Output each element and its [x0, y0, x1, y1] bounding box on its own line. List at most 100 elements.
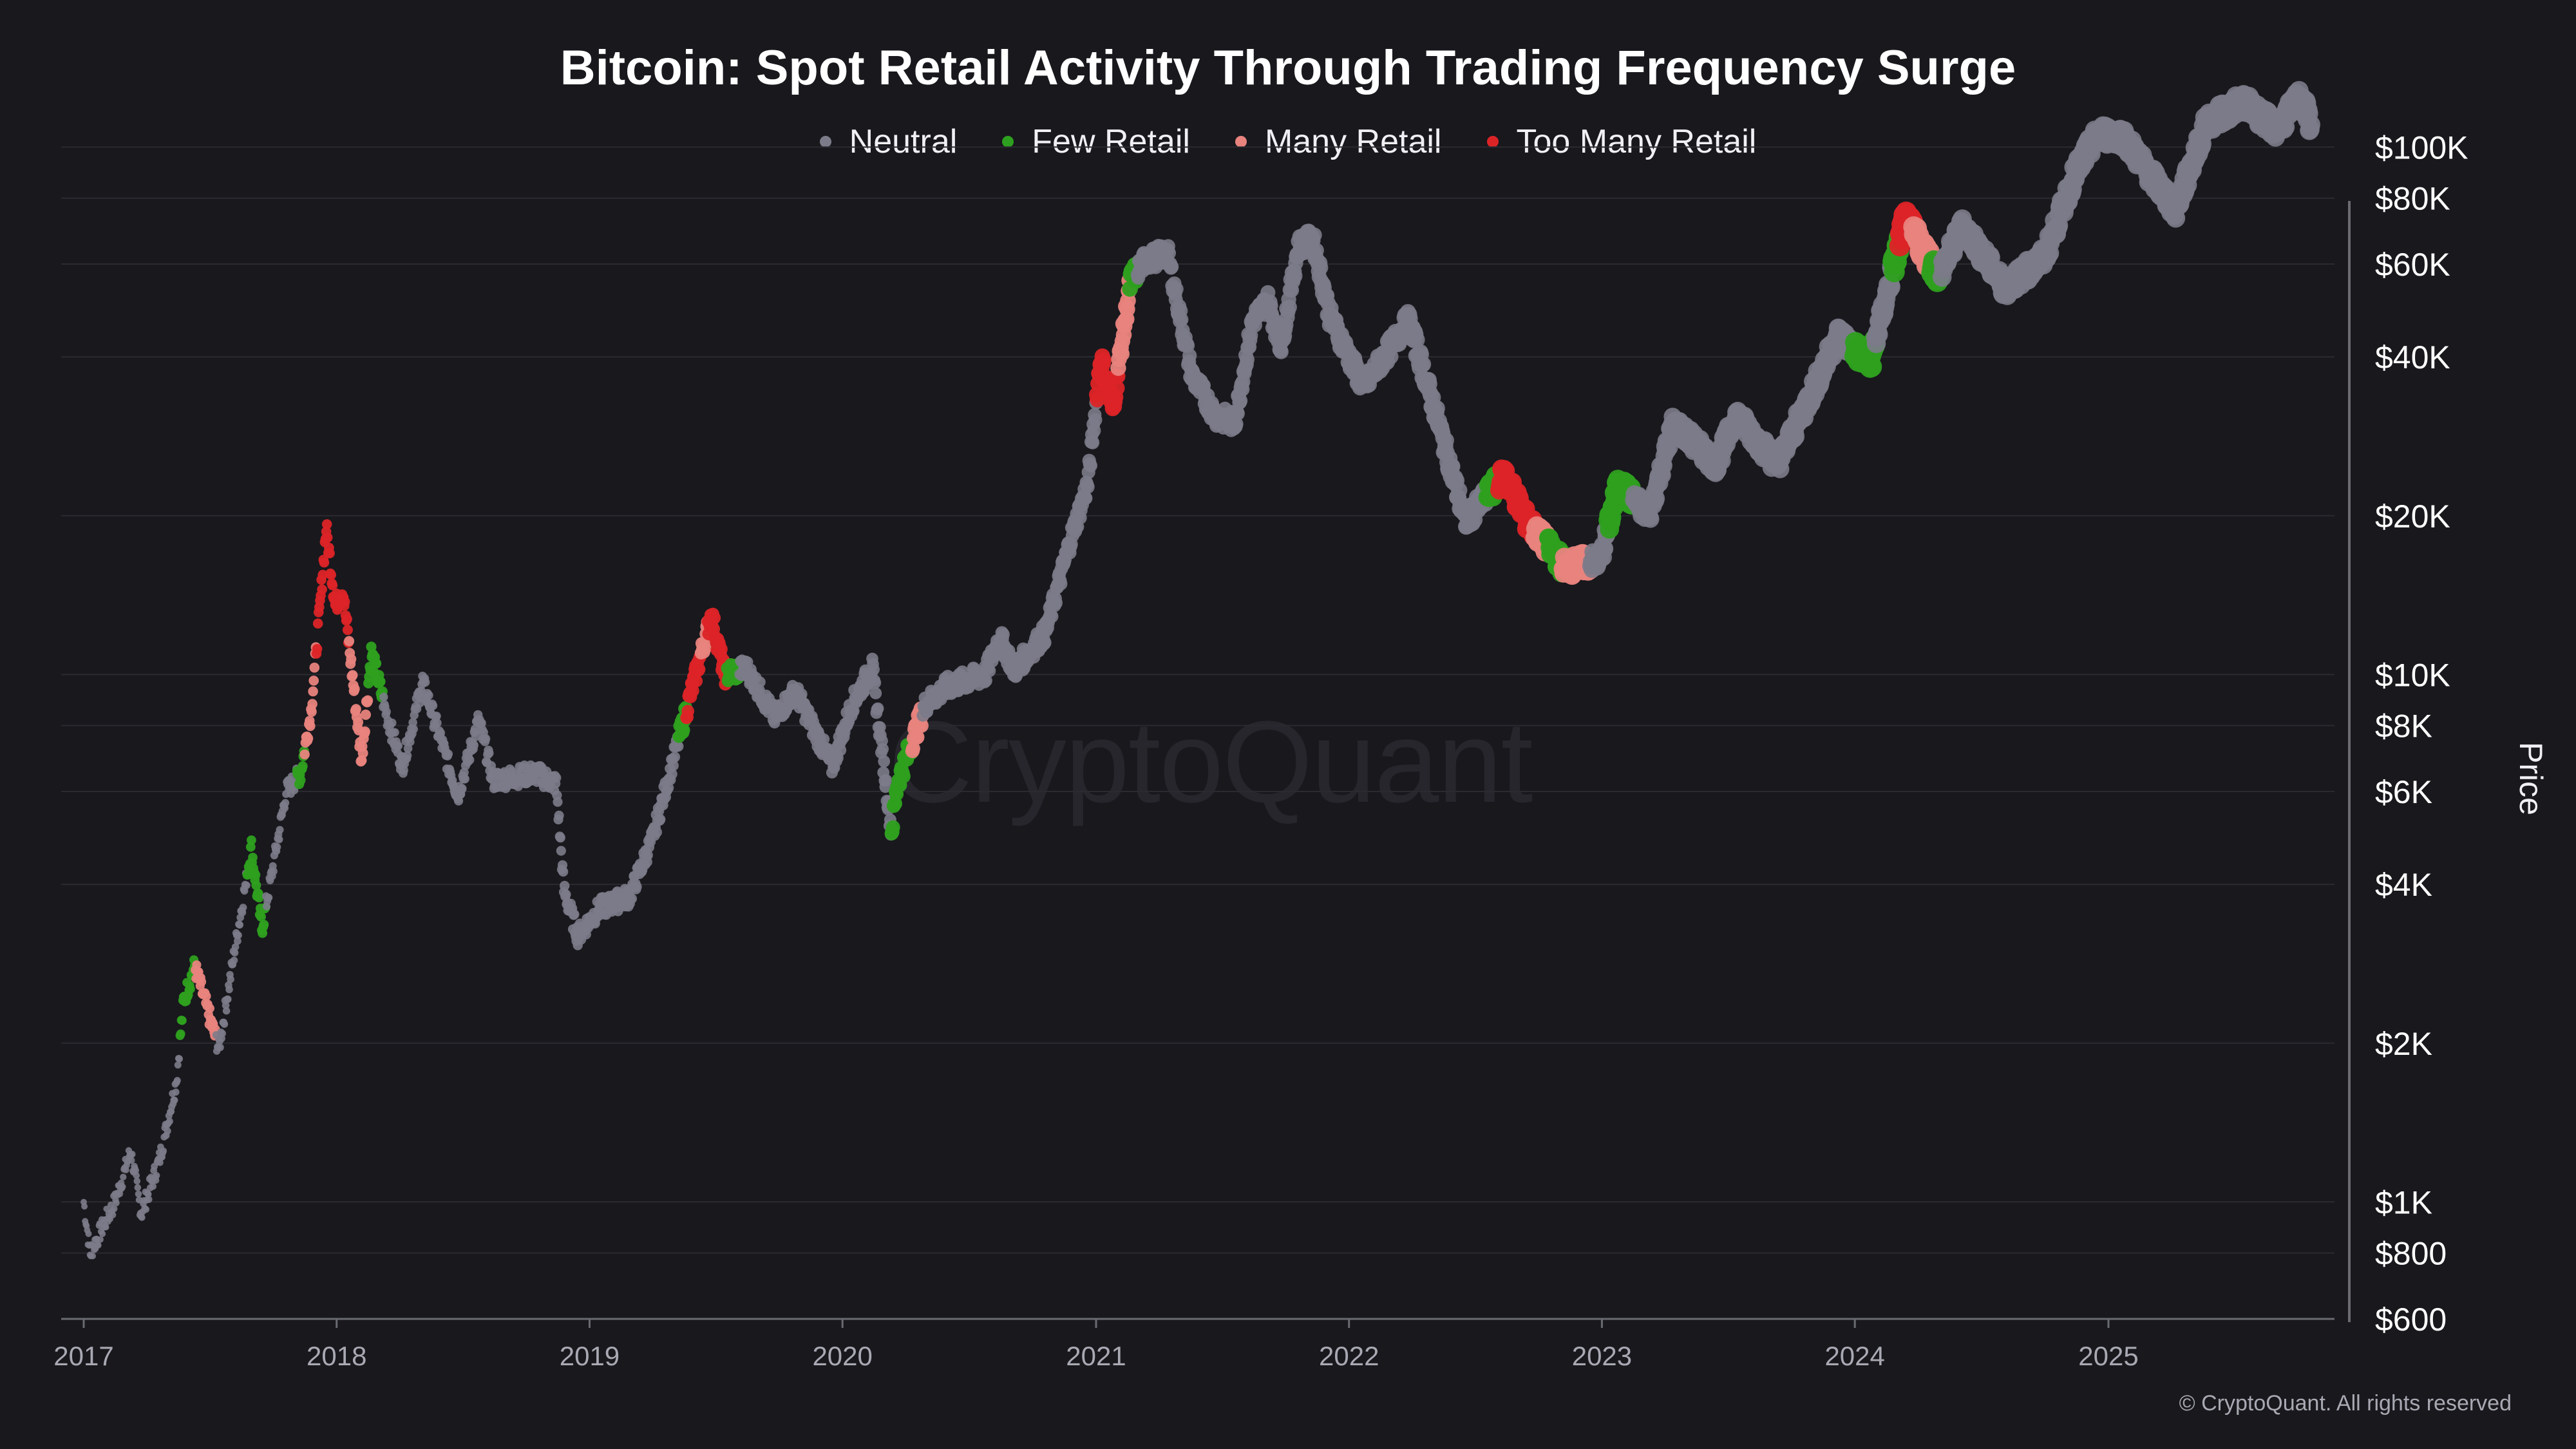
- data-point: [85, 1230, 92, 1237]
- data-point: [677, 723, 690, 737]
- chart-title: Bitcoin: Spot Retail Activity Through Tr…: [560, 41, 2016, 95]
- watermark: CryptoQuant: [889, 697, 1533, 827]
- y-tick-label: $10K: [2375, 657, 2450, 693]
- data-point: [1307, 227, 1322, 243]
- data-point: [234, 937, 242, 945]
- x-tick-label: 2020: [812, 1341, 872, 1371]
- data-point: [254, 893, 264, 903]
- data-point: [1088, 413, 1103, 427]
- copyright-notice: © CryptoQuant. All rights reserved: [2179, 1391, 2512, 1416]
- data-point: [132, 1167, 139, 1174]
- data-point: [457, 784, 467, 793]
- legend-item-many-retail[interactable]: Many Retail: [1235, 122, 1442, 161]
- data-point: [308, 676, 319, 686]
- y-tick-label: $8K: [2375, 708, 2432, 744]
- data-point: [307, 699, 317, 709]
- data-point: [153, 1171, 160, 1179]
- data-point: [668, 760, 679, 772]
- data-point: [1861, 356, 1882, 377]
- data-point: [375, 676, 386, 687]
- y-tick-label: $2K: [2375, 1026, 2432, 1062]
- data-point: [869, 676, 882, 689]
- data-point: [979, 674, 992, 687]
- data-point: [692, 663, 706, 676]
- y-tick-label: $600: [2375, 1302, 2447, 1338]
- data-point: [551, 773, 562, 783]
- data-point: [248, 853, 258, 862]
- legend-item-too-many-retail[interactable]: Too Many Retail: [1486, 122, 1756, 161]
- data-point: [421, 677, 430, 687]
- data-point: [303, 733, 314, 744]
- data-point: [160, 1147, 167, 1155]
- data-point: [298, 761, 308, 772]
- data-point: [317, 584, 327, 595]
- data-point: [349, 683, 360, 694]
- data-point: [869, 687, 882, 699]
- data-point: [109, 1211, 117, 1218]
- data-point: [642, 849, 653, 860]
- data-point: [363, 695, 374, 706]
- data-point: [469, 741, 478, 750]
- legend-label-neutral: Neutral: [849, 123, 958, 160]
- data-point: [1079, 491, 1093, 506]
- data-point: [1162, 245, 1176, 260]
- legend-item-neutral[interactable]: Neutral: [819, 122, 958, 161]
- data-point: [393, 741, 403, 750]
- data-point: [256, 912, 266, 922]
- data-point: [1109, 380, 1125, 396]
- data-point: [402, 751, 412, 760]
- data-point: [273, 843, 281, 851]
- data-point: [281, 799, 290, 807]
- legend-item-few-retail[interactable]: Few Retail: [1002, 122, 1190, 161]
- y-tick-label: $20K: [2375, 498, 2450, 535]
- data-point: [436, 728, 446, 738]
- data-point: [555, 833, 565, 843]
- data-point: [350, 704, 361, 715]
- data-point: [1596, 540, 1614, 558]
- data-point: [1240, 352, 1255, 367]
- data-point: [631, 881, 642, 892]
- data-point: [81, 1203, 88, 1210]
- data-point: [312, 618, 323, 629]
- data-point: [686, 684, 699, 697]
- data-point: [317, 569, 328, 580]
- data-point: [325, 548, 335, 558]
- data-point: [247, 835, 256, 845]
- data-point: [569, 909, 580, 920]
- data-point: [222, 1007, 231, 1015]
- data-point: [296, 775, 306, 786]
- data-point: [1087, 424, 1101, 438]
- x-tick-label: 2022: [1319, 1341, 1379, 1371]
- data-point: [484, 748, 494, 758]
- data-point: [408, 718, 417, 727]
- data-point: [663, 782, 674, 793]
- data-point: [914, 718, 929, 733]
- data-point: [1312, 260, 1329, 276]
- data-point: [173, 1077, 181, 1084]
- data-point: [390, 728, 399, 737]
- data-point: [164, 1127, 171, 1135]
- legend-label-few-retail: Few Retail: [1032, 123, 1190, 160]
- data-point: [176, 1029, 185, 1039]
- data-point: [309, 662, 320, 673]
- data-point: [996, 628, 1010, 641]
- data-point: [357, 748, 368, 759]
- data-point: [409, 724, 418, 734]
- data-point: [322, 532, 333, 543]
- data-point: [1095, 352, 1112, 368]
- data-point: [388, 718, 397, 728]
- data-point: [699, 641, 712, 655]
- data-point: [111, 1205, 118, 1213]
- data-point: [428, 701, 438, 710]
- data-point: [1090, 392, 1106, 408]
- data-point: [554, 810, 564, 820]
- data-point: [321, 519, 332, 529]
- data-point: [149, 1182, 157, 1190]
- data-point: [276, 826, 284, 834]
- data-point: [231, 943, 240, 951]
- data-point: [346, 654, 357, 665]
- y-tick-label: $100K: [2375, 129, 2468, 166]
- data-point: [1182, 348, 1197, 363]
- data-point: [795, 688, 808, 700]
- data-point: [1233, 393, 1248, 408]
